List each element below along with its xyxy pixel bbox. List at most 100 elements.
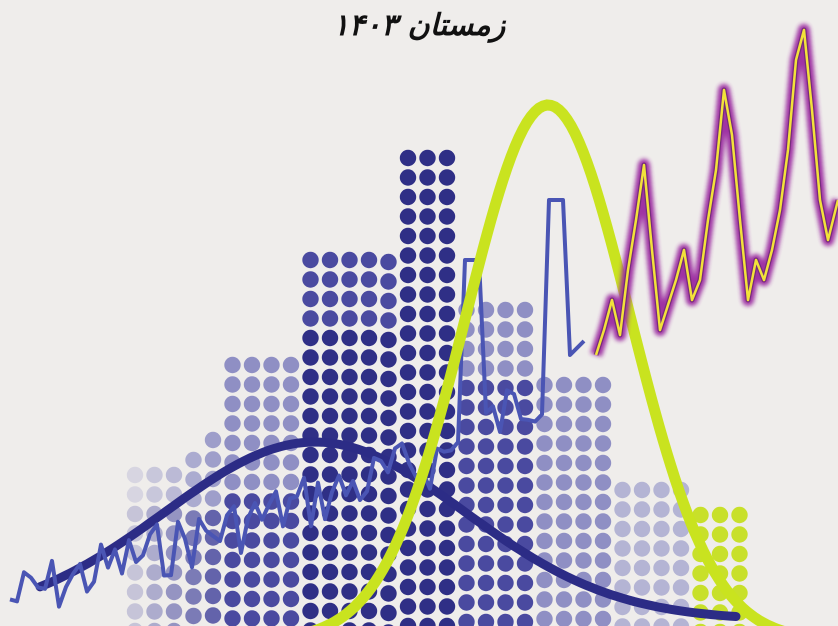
histogram-dot (282, 571, 300, 588)
histogram-dot (575, 454, 592, 472)
histogram-dot (575, 610, 592, 626)
histogram-dot (399, 266, 417, 284)
histogram-dot (711, 545, 729, 563)
histogram-dot (536, 435, 553, 452)
histogram-dot (438, 559, 456, 576)
histogram-dot (711, 506, 729, 524)
histogram-dot (555, 435, 573, 452)
histogram-dot (477, 594, 495, 611)
histogram-dot (594, 532, 612, 550)
histogram-dot (282, 415, 300, 432)
histogram-dot (438, 227, 456, 245)
histogram-dot (321, 368, 339, 386)
histogram-dot (653, 540, 670, 557)
histogram-dot (302, 290, 319, 308)
histogram-dot (458, 457, 475, 475)
histogram-dot (438, 266, 456, 284)
histogram-dot (575, 591, 592, 608)
histogram-dot (555, 493, 573, 511)
histogram-dot (633, 579, 651, 596)
histogram-dot (399, 578, 417, 596)
histogram-dot (419, 169, 436, 186)
histogram-dot (731, 565, 748, 582)
histogram-dot (438, 520, 456, 537)
histogram-dot (497, 496, 514, 514)
histogram-dot (692, 584, 709, 602)
histogram-dot (419, 149, 436, 167)
histogram-dot (477, 496, 495, 514)
histogram-dot (653, 559, 670, 577)
histogram-dot (419, 208, 436, 225)
histogram-dot (555, 454, 573, 472)
histogram-dot (380, 429, 397, 446)
histogram-dot (419, 403, 436, 420)
histogram-dot (516, 301, 534, 319)
histogram-dot (594, 435, 612, 452)
histogram-dot (516, 321, 534, 338)
histogram-dot (614, 481, 631, 499)
histogram-dot (497, 594, 514, 611)
histogram-dot (263, 356, 280, 374)
histogram-dot (360, 485, 378, 503)
histogram-dot (438, 325, 456, 342)
histogram-dot (497, 574, 514, 592)
histogram-dot (399, 169, 417, 186)
histogram-dot (321, 290, 339, 308)
histogram-dot (302, 368, 319, 386)
histogram-dot (633, 520, 651, 538)
histogram-dot (321, 446, 339, 464)
histogram-dot (438, 617, 456, 626)
histogram-dot (399, 227, 417, 245)
histogram-dot (341, 388, 358, 405)
histogram-dot (282, 356, 300, 374)
histogram-dot (731, 545, 748, 563)
histogram-dot (243, 356, 261, 374)
histogram-dot (419, 383, 436, 401)
histogram-dot (380, 351, 397, 368)
histogram-dot (302, 524, 319, 542)
histogram-dot (321, 544, 339, 561)
narrow-bell-curve (311, 99, 785, 626)
histogram-dot (360, 602, 378, 620)
cover-title: زمستان ۱۴۰۳ (332, 8, 506, 43)
histogram-dot (380, 487, 397, 505)
histogram-dot (263, 376, 280, 393)
histogram-dot (458, 594, 475, 611)
histogram-dot (380, 468, 397, 485)
histogram-dot (438, 305, 456, 323)
histogram-dot (380, 292, 397, 310)
histogram-dot (380, 253, 397, 271)
histogram-dot (302, 310, 319, 327)
histogram-dot (497, 477, 514, 494)
histogram-dot (360, 329, 378, 347)
histogram-dot (263, 512, 280, 530)
histogram-dot (575, 376, 592, 394)
histogram-dot (438, 286, 456, 303)
histogram-dot (380, 585, 397, 602)
histogram-dot (672, 579, 690, 596)
histogram-dot (536, 474, 553, 491)
histogram-dot (516, 613, 534, 626)
histogram-dot (438, 149, 456, 167)
histogram-dot (633, 501, 651, 518)
histogram-dot (302, 251, 319, 269)
histogram-dot (419, 227, 436, 245)
histogram-dot (438, 247, 456, 264)
histogram-dot (497, 555, 514, 572)
histogram-dot (458, 574, 475, 592)
histogram-dot (516, 379, 534, 397)
histogram-dot (419, 305, 436, 323)
histogram-dot (536, 591, 553, 608)
histogram-dot (516, 438, 534, 455)
histogram-dot (263, 610, 280, 626)
histogram-dot (282, 532, 300, 549)
histogram-dot (419, 266, 436, 284)
histogram-dot (672, 559, 690, 577)
histogram-dot (692, 506, 709, 524)
histogram-dot (497, 360, 514, 377)
histogram-dot (653, 618, 670, 626)
histogram-dot (555, 532, 573, 550)
histogram-dot (282, 473, 300, 491)
histogram-dot (458, 613, 475, 626)
